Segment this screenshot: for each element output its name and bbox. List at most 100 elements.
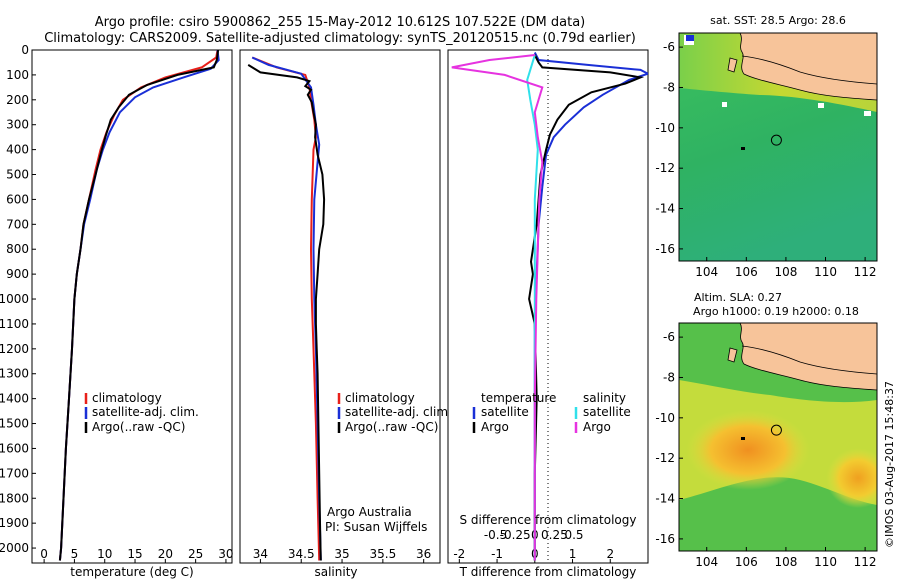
x-tick-label: 34 — [253, 547, 268, 561]
map-y-tick-label: -8 — [663, 80, 675, 94]
temperature-series — [58, 50, 220, 561]
legend-label-s-satellite: satellite — [583, 405, 631, 419]
map-y-tick-label: -14 — [655, 202, 675, 216]
sst-cloud-gap — [818, 103, 824, 108]
depth-tick-label: 1500 — [0, 417, 29, 431]
depth-tick-label: 1100 — [0, 317, 29, 331]
sst-land-java — [741, 55, 877, 85]
sst-map-field — [679, 33, 877, 261]
map-x-tick-label: 112 — [854, 555, 877, 569]
legend-header-temperature: temperature — [481, 391, 556, 405]
sla-map-title-line2: Argo h1000: 0.19 h2000: 0.18 — [693, 305, 859, 318]
salinity-legend: climatology satellite-adj. clim. Argo(..… — [337, 391, 452, 434]
x-tick-label: 5 — [71, 547, 79, 561]
temperature-x-ticks: 0 5 10 15 20 25 30 — [40, 547, 234, 563]
map-y-tick-label: -8 — [663, 370, 675, 384]
sst-cold-pixel — [686, 35, 694, 41]
sla-land-java — [741, 345, 877, 375]
depth-tick-label: 1000 — [0, 292, 29, 306]
salinity-axes-frame — [239, 49, 441, 564]
legend-label-climatology: climatology — [92, 391, 162, 405]
x-tick-label: 1 — [569, 547, 577, 561]
difference-panel: -2 -1 0 1 2 -0.5-0.25 0 0.250.5 T difference f… — [447, 49, 649, 579]
sla-argo-location-marker — [770, 424, 782, 436]
legend-label-climatology: climatology — [345, 391, 415, 405]
sst-map-title: sat. SST: 28.5 Argo: 28.6 — [710, 14, 846, 27]
s-tick-label: -0.5 — [484, 528, 507, 542]
sst-map-panel: sat. SST: 28.5 Argo: 28.6 104 106 108 110 11… — [655, 14, 878, 279]
legend-label-satellite: satellite-adj. clim. — [345, 405, 452, 419]
x-tick-label: 30 — [218, 547, 233, 561]
x-tick-label: 15 — [127, 547, 142, 561]
salinity-panel: 34 34.5 35 35.5 36 salinity climatology sate… — [239, 49, 452, 579]
difference-s-ticks: -0.5-0.25 0 0.250.5 — [484, 528, 584, 542]
x-tick-label: 0 — [40, 547, 48, 561]
map-y-tick-label: -6 — [663, 330, 675, 344]
sst-island — [727, 57, 738, 73]
depth-tick-label: 1800 — [0, 491, 29, 505]
map-y-tick-label: -16 — [655, 242, 675, 256]
sst-map-frame — [678, 32, 878, 262]
sla-map-panel: Altim. SLA: 0.27 Argo h1000: 0.19 h2000:… — [655, 291, 878, 569]
map-x-tick-label: 110 — [814, 265, 837, 279]
map-x-tick-label: 108 — [774, 555, 797, 569]
legend-label-t-satellite: satellite — [481, 405, 529, 419]
x-tick-label: 35 — [334, 547, 349, 561]
x-tick-label: 36 — [416, 547, 431, 561]
x-tick-label: -2 — [453, 547, 465, 561]
difference-legend: temperature salinity satellite Argo sate… — [472, 391, 631, 434]
legend-label-t-argo: Argo — [481, 420, 509, 434]
sla-christmas-island — [741, 437, 745, 440]
depth-tick-label: 300 — [6, 118, 29, 132]
series-line-climatology — [251, 56, 321, 561]
depth-tick-label: 1600 — [0, 441, 29, 455]
sst-argo-location-marker — [770, 134, 782, 146]
map-x-tick-label: 110 — [814, 555, 837, 569]
difference-series — [451, 52, 648, 561]
sla-map-title-line1: Altim. SLA: 0.27 — [694, 291, 782, 304]
map-x-tick-label: 106 — [735, 555, 758, 569]
sla-island — [727, 347, 738, 363]
depth-tick-label: 100 — [6, 68, 29, 82]
depth-tick-label: 1700 — [0, 466, 29, 480]
map-y-tick-label: -14 — [655, 492, 675, 506]
s-tick-label: 0.5 — [564, 528, 583, 542]
x-tick-label: -1 — [491, 547, 503, 561]
sst-cloud-gap — [864, 111, 871, 116]
salinity-series — [247, 56, 326, 561]
depth-tick-label: 1200 — [0, 342, 29, 356]
depth-tick-label: 900 — [6, 267, 29, 281]
sst-map-x-ticks: 104 106 108 110 112 — [695, 257, 877, 279]
map-y-tick-label: -12 — [655, 161, 675, 175]
map-x-tick-label: 104 — [695, 265, 718, 279]
temperature-x-label: temperature (deg C) — [70, 565, 193, 579]
sla-warm-eddy-west — [686, 410, 810, 490]
depth-tick-label: 2000 — [0, 541, 29, 555]
sla-warm-eddy-east — [826, 448, 877, 508]
sst-land — [679, 33, 877, 101]
map-x-tick-label: 112 — [854, 265, 877, 279]
legend-label-argo: Argo(..raw -QC) — [345, 420, 438, 434]
salinity-x-ticks: 34 34.5 35 35.5 36 — [253, 547, 431, 563]
depth-tick-label: 200 — [6, 93, 29, 107]
imos-timestamp: ©IMOS 03-Aug-2017 15:48:37 — [883, 381, 896, 548]
x-tick-label: 25 — [188, 547, 203, 561]
depth-tick-label: 500 — [6, 168, 29, 182]
series-line-argo — [247, 64, 326, 561]
sla-map-frame — [678, 322, 878, 552]
salinity-annotation-pi: PI: Susan Wijffels — [325, 520, 427, 534]
series-line-argo — [58, 50, 220, 561]
legend-label-argo: Argo(..raw -QC) — [92, 420, 185, 434]
legend-label-satellite: satellite-adj. clim. — [92, 405, 199, 419]
sst-christmas-island — [741, 147, 745, 150]
series-line-s-argo — [451, 54, 544, 561]
legend-label-s-argo: Argo — [583, 420, 611, 434]
sla-map-x-ticks: 104 106 108 110 112 — [695, 547, 877, 569]
sst-cloud-gap — [722, 102, 727, 107]
map-x-tick-label: 108 — [774, 265, 797, 279]
map-y-tick-label: -12 — [655, 451, 675, 465]
figure-title-line2: Climatology: CARS2009. Satellite-adjuste… — [44, 31, 636, 46]
x-tick-label: 34.5 — [288, 547, 315, 561]
sst-map-y-ticks: -6 -8 -10 -12 -14 -16 — [655, 40, 683, 256]
legend-header-salinity: salinity — [583, 391, 626, 405]
